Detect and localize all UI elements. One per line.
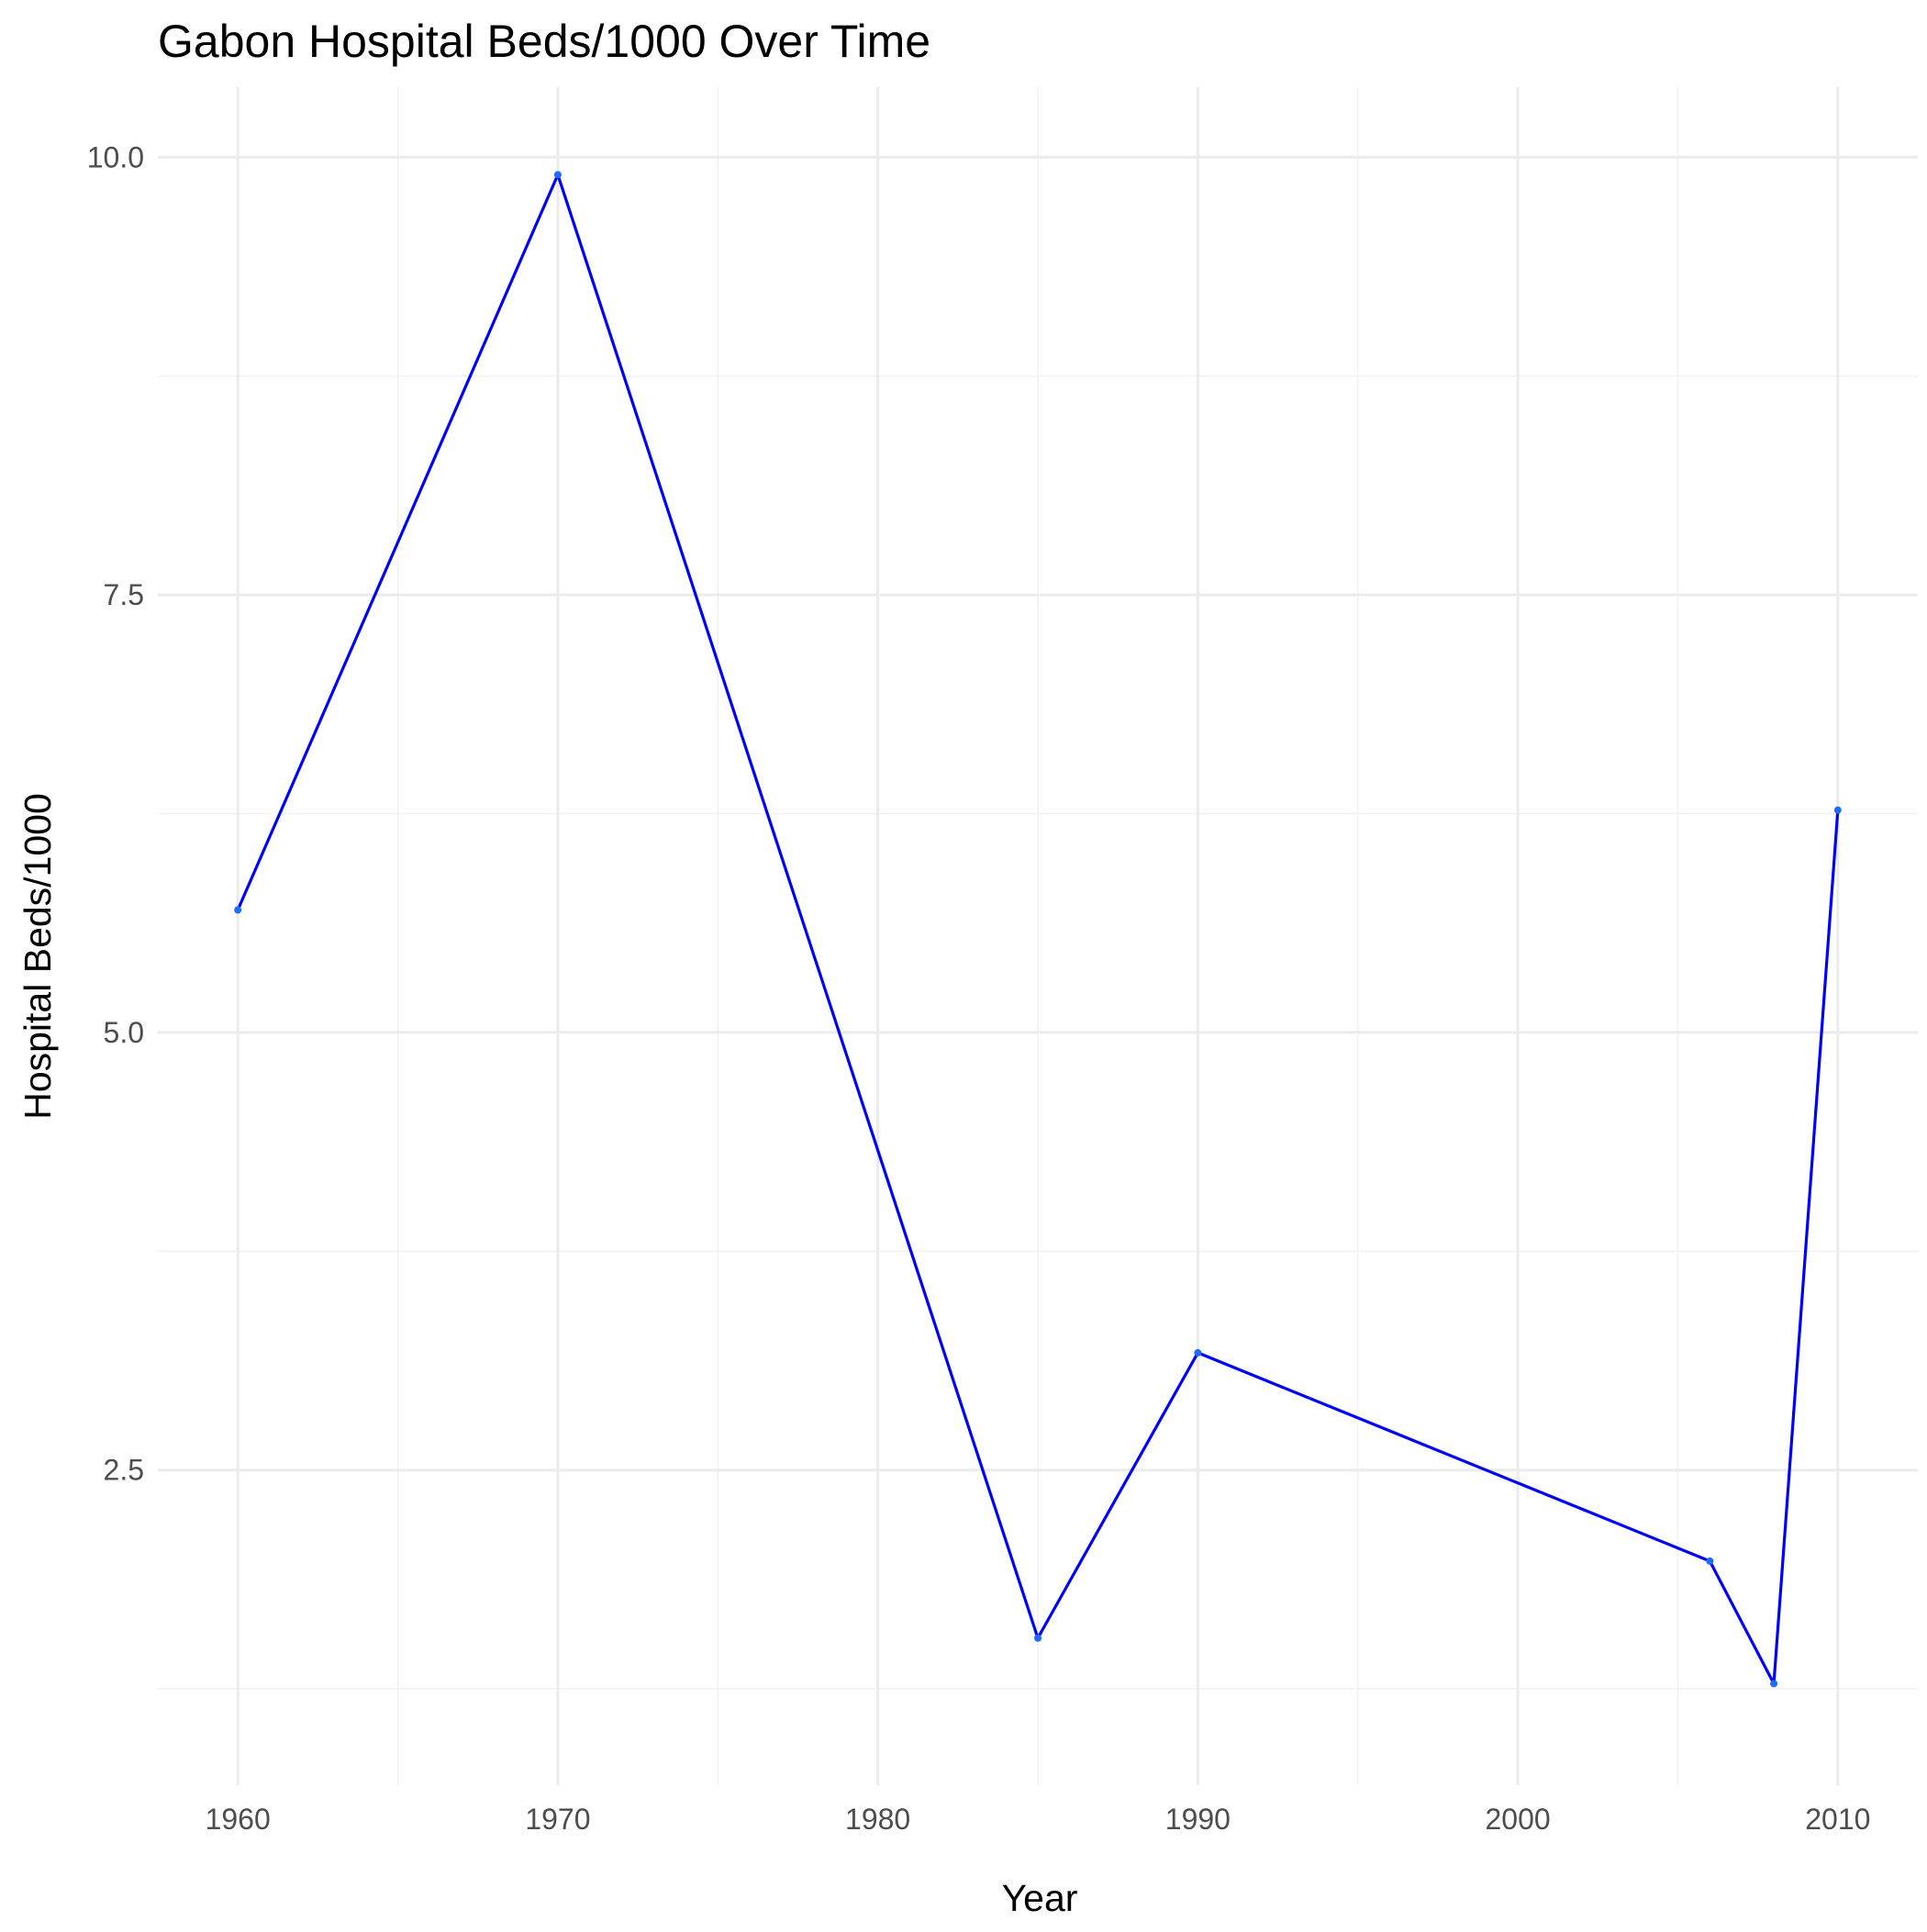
data-point: [1034, 1634, 1041, 1642]
data-point: [553, 171, 562, 179]
chart-title: Gabon Hospital Beds/1000 Over Time: [158, 16, 930, 67]
grid: [158, 87, 1918, 1785]
x-axis-ticks: 1960 1970 1980 1990 2000 2010: [206, 1803, 1871, 1836]
y-tick-label: 2.5: [104, 1454, 144, 1487]
data-point: [234, 906, 242, 914]
x-tick-label: 1960: [206, 1803, 271, 1836]
y-axis-title: Hospital Beds/1000: [17, 793, 59, 1120]
x-tick-label: 2000: [1485, 1803, 1550, 1836]
data-point: [1706, 1557, 1714, 1565]
data-point: [1770, 1680, 1778, 1688]
y-tick-label: 5.0: [104, 1016, 144, 1049]
x-tick-label: 2010: [1805, 1803, 1870, 1836]
x-tick-label: 1970: [525, 1803, 590, 1836]
x-tick-label: 1980: [845, 1803, 910, 1836]
y-tick-label: 7.5: [104, 578, 144, 611]
y-axis-ticks: 2.5 5.0 7.5 10.0: [87, 140, 144, 1486]
x-tick-label: 1990: [1165, 1803, 1231, 1836]
data-point: [1833, 806, 1842, 814]
x-axis-title: Year: [1002, 1877, 1078, 1919]
y-tick-label: 10.0: [87, 140, 144, 173]
series-layer: [234, 171, 1842, 1688]
data-point: [1194, 1348, 1202, 1357]
